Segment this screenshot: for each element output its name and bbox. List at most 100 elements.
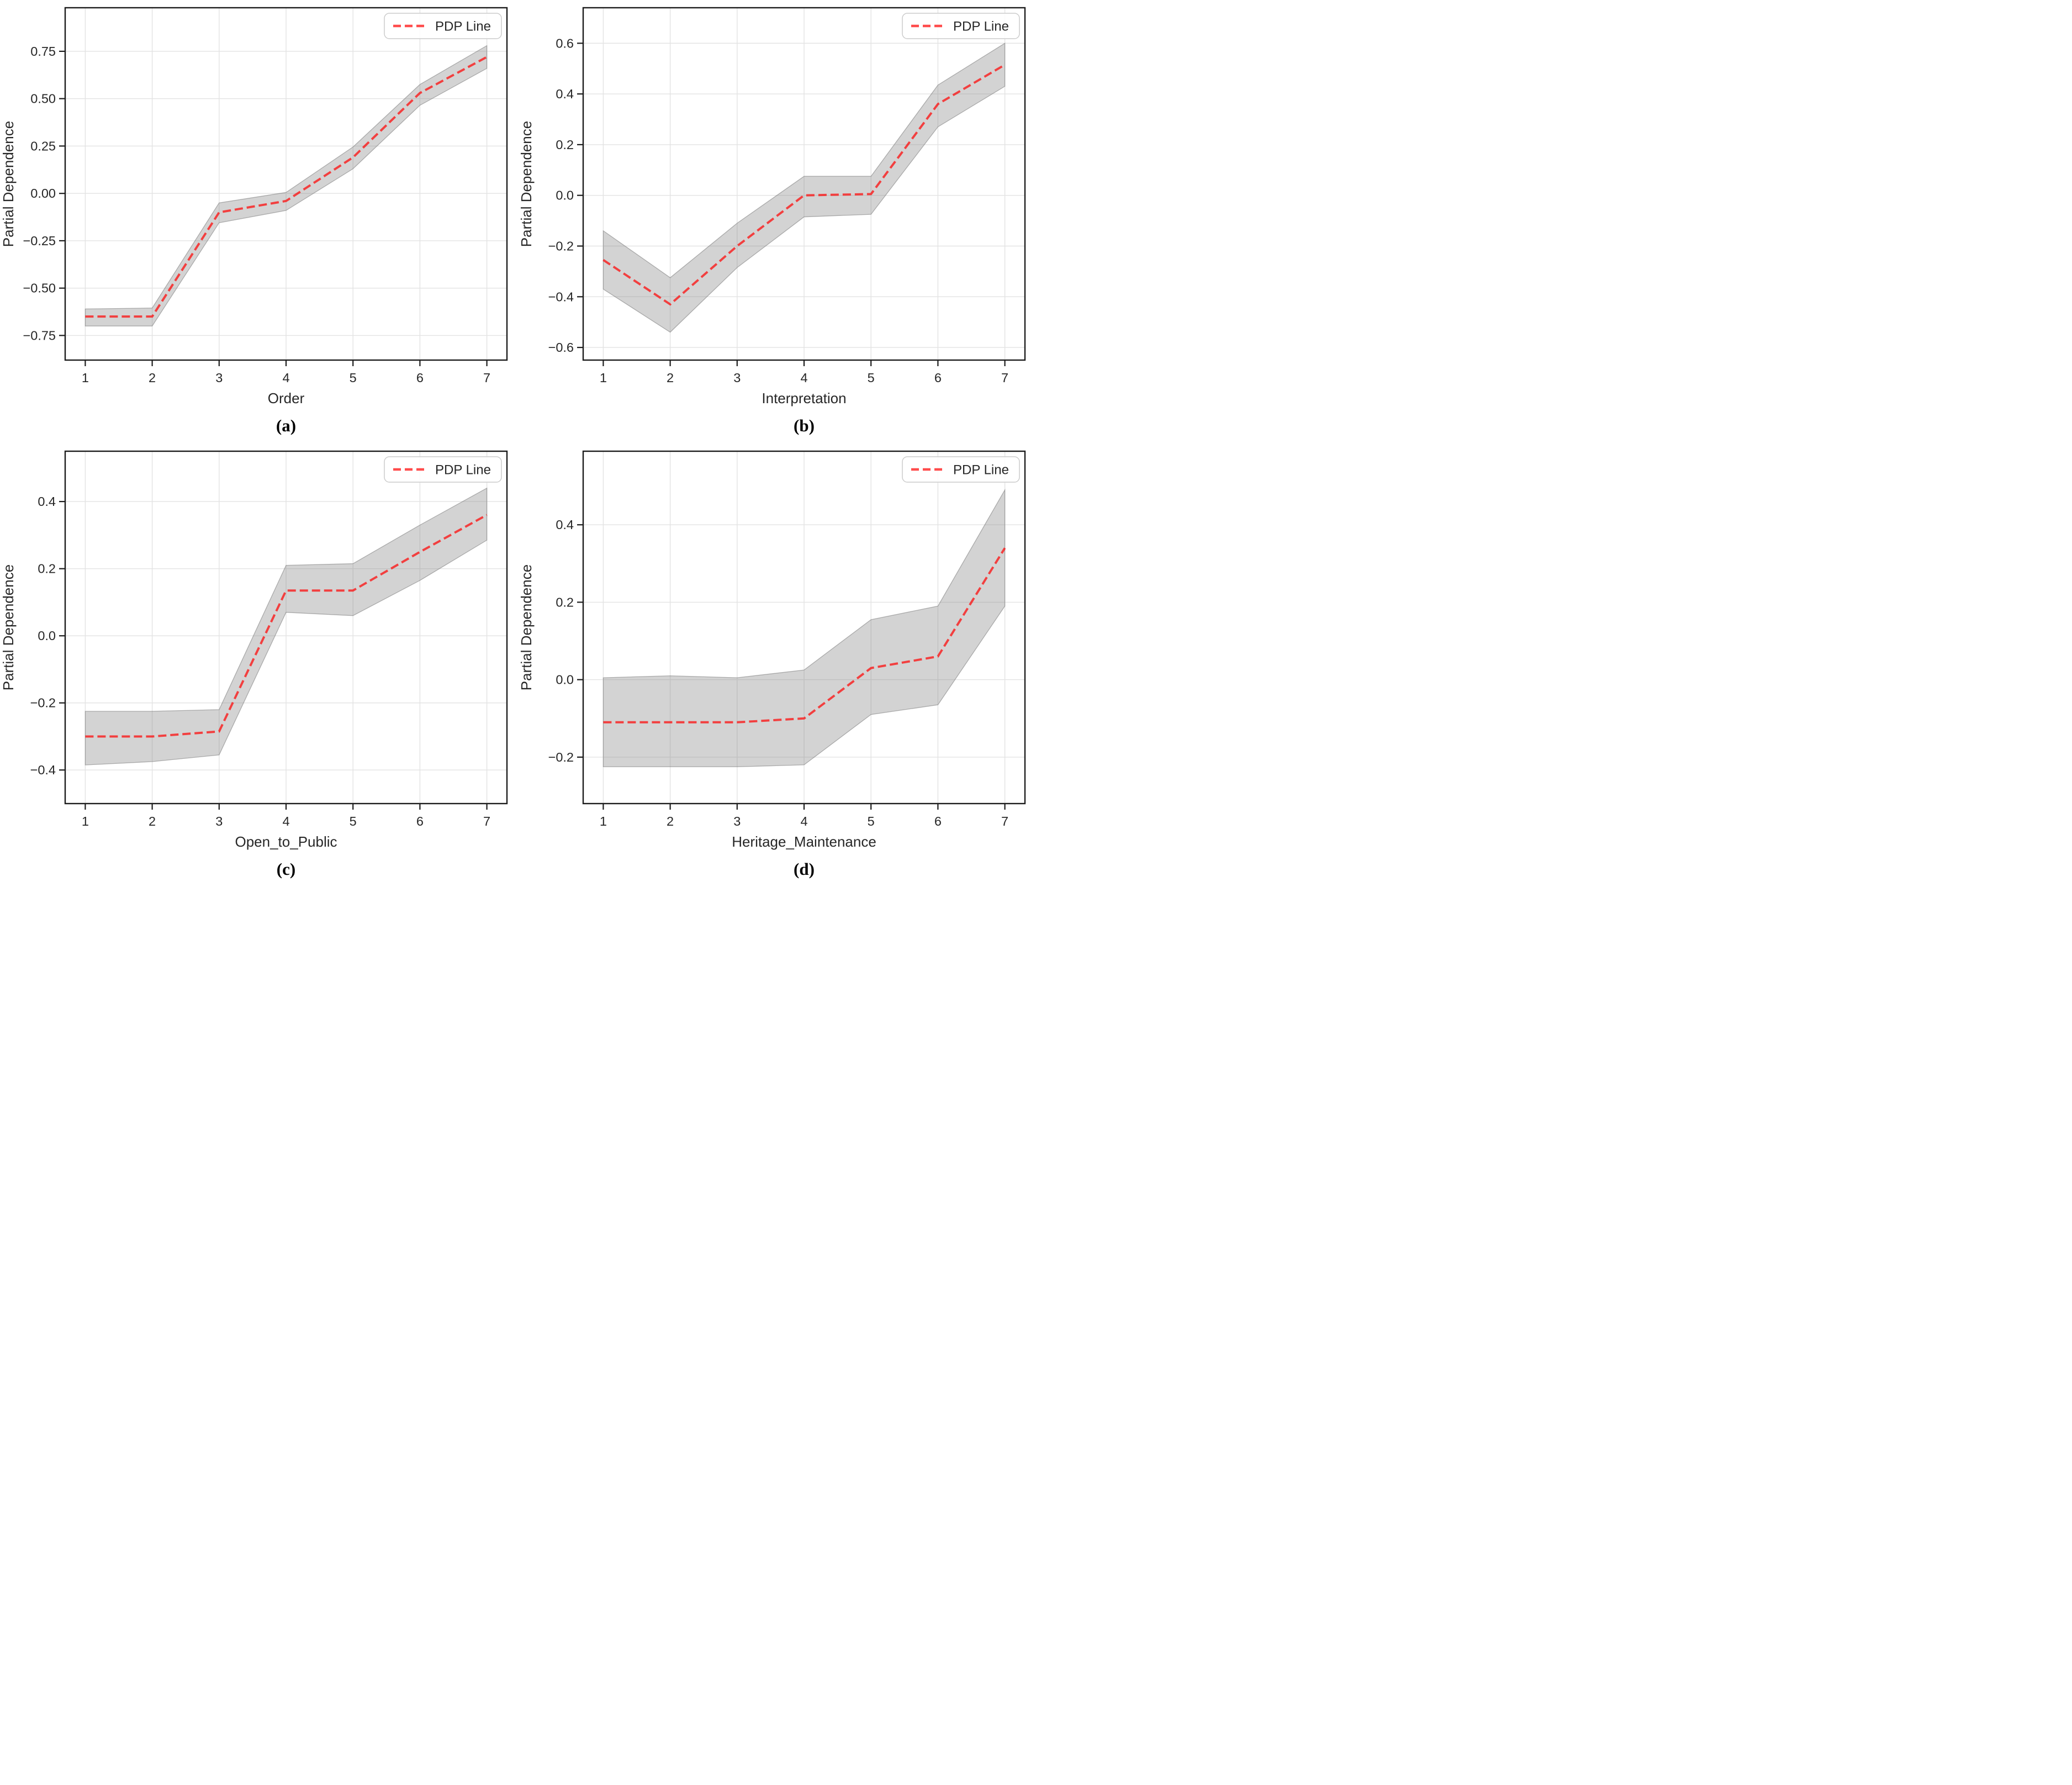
y-tick-label: −0.2 bbox=[548, 239, 574, 254]
x-axis-label: Interpretation bbox=[762, 390, 846, 406]
x-tick-label: 2 bbox=[667, 371, 674, 385]
pdp-chart-svg: 1 2 3 4 5 6 7 0.75 0.50 0.25 0.00 −0.25 −0.50 −0.75 Or… bbox=[0, 0, 518, 411]
y-tick-label: 0.2 bbox=[556, 138, 574, 152]
pdp-line bbox=[85, 56, 488, 318]
panel-c: 1 2 3 4 5 6 7 0.4 0.2 0.0 −0.2 −0.4 Open_to_Public Pa… bbox=[0, 443, 518, 887]
x-tick-label: 1 bbox=[82, 814, 89, 828]
x-axis-label: Heritage_Maintenance bbox=[732, 833, 876, 850]
legend: PDP Line bbox=[384, 13, 502, 39]
y-tick-label: 0.50 bbox=[30, 92, 56, 106]
y-axis-label: Partial Dependence bbox=[0, 121, 17, 247]
y-tick-label: 0.75 bbox=[30, 44, 56, 59]
x-tick-label: 6 bbox=[934, 814, 942, 828]
y-tick-label: −0.50 bbox=[23, 281, 56, 295]
x-tick-label: 7 bbox=[483, 814, 490, 828]
legend: PDP Line bbox=[902, 13, 1020, 39]
y-tick-label: −0.6 bbox=[548, 340, 574, 355]
x-tick-label: 5 bbox=[350, 371, 357, 385]
y-tick-label: 0.0 bbox=[556, 673, 574, 687]
x-axis: 1 2 3 4 5 6 7 bbox=[82, 804, 490, 828]
y-axis: 0.75 0.50 0.25 0.00 −0.25 −0.50 −0.75 bbox=[23, 44, 65, 342]
x-tick-label: 2 bbox=[149, 371, 156, 385]
panel-d: 1 2 3 4 5 6 7 0.4 0.2 0.0 −0.2 Heritage_Maintenance… bbox=[518, 443, 1036, 887]
x-tick-label: 6 bbox=[416, 814, 424, 828]
x-axis: 1 2 3 4 5 6 7 bbox=[82, 360, 490, 385]
confidence-band bbox=[602, 43, 1006, 333]
x-tick-label: 6 bbox=[934, 371, 942, 385]
grid bbox=[583, 8, 1025, 360]
x-tick-label: 3 bbox=[215, 371, 223, 385]
legend-label: PDP Line bbox=[953, 19, 1009, 34]
x-tick-label: 5 bbox=[350, 814, 357, 828]
grid bbox=[65, 8, 507, 360]
x-tick-label: 3 bbox=[215, 814, 223, 828]
y-axis: 0.4 0.2 0.0 −0.2 bbox=[548, 517, 583, 764]
x-tick-label: 3 bbox=[733, 814, 741, 828]
x-tick-label: 6 bbox=[416, 371, 424, 385]
y-tick-label: 0.6 bbox=[556, 36, 574, 50]
pdp-chart-svg: 1 2 3 4 5 6 7 0.6 0.4 0.2 0.0 −0.2 −0.4 −0.6 Interpret… bbox=[518, 0, 1036, 411]
y-tick-label: −0.4 bbox=[548, 289, 574, 304]
chart-c: 1 2 3 4 5 6 7 0.4 0.2 0.0 −0.2 −0.4 Open_to_Public Pa… bbox=[0, 443, 518, 855]
pdp-line bbox=[603, 547, 1006, 723]
caption-c: (c) bbox=[276, 859, 296, 879]
y-tick-label: −0.4 bbox=[30, 763, 56, 777]
chart-b: 1 2 3 4 5 6 7 0.6 0.4 0.2 0.0 −0.2 −0.4 −0.6 Interpret… bbox=[518, 0, 1036, 411]
y-axis: 0.4 0.2 0.0 −0.2 −0.4 bbox=[30, 494, 65, 777]
y-tick-label: 0.4 bbox=[38, 494, 56, 509]
y-tick-label: 0.4 bbox=[556, 517, 574, 532]
x-axis-label: Open_to_Public bbox=[235, 833, 337, 850]
legend-label: PDP Line bbox=[953, 463, 1009, 478]
x-tick-label: 1 bbox=[600, 814, 607, 828]
pdp-chart-svg: 1 2 3 4 5 6 7 0.4 0.2 0.0 −0.2 Heritage_Maintenance… bbox=[518, 443, 1036, 855]
x-tick-label: 3 bbox=[733, 371, 741, 385]
y-tick-label: 0.25 bbox=[30, 139, 56, 153]
confidence-band bbox=[84, 45, 488, 326]
y-tick-label: 0.00 bbox=[30, 186, 56, 200]
y-tick-label: −0.75 bbox=[23, 328, 56, 342]
legend: PDP Line bbox=[384, 456, 502, 483]
y-tick-label: 0.2 bbox=[38, 562, 56, 576]
chart-a: 1 2 3 4 5 6 7 0.75 0.50 0.25 0.00 −0.25 −0.50 −0.75 Or… bbox=[0, 0, 518, 411]
x-tick-label: 2 bbox=[667, 814, 674, 828]
x-axis: 1 2 3 4 5 6 7 bbox=[600, 804, 1008, 828]
caption-a: (a) bbox=[276, 416, 297, 435]
y-tick-label: −0.2 bbox=[548, 750, 574, 764]
y-tick-label: 0.0 bbox=[556, 188, 574, 203]
legend-label: PDP Line bbox=[435, 463, 491, 478]
x-tick-label: 4 bbox=[800, 371, 807, 385]
pdp-line bbox=[602, 64, 1006, 306]
y-tick-label: 0.2 bbox=[556, 595, 574, 609]
x-tick-label: 1 bbox=[600, 371, 607, 385]
y-tick-label: 0.0 bbox=[38, 629, 56, 643]
y-tick-label: 0.4 bbox=[556, 87, 574, 101]
caption-b: (b) bbox=[794, 416, 815, 435]
legend-label: PDP Line bbox=[435, 19, 491, 34]
x-tick-label: 7 bbox=[1001, 814, 1008, 828]
caption-d: (d) bbox=[794, 859, 815, 879]
chart-d: 1 2 3 4 5 6 7 0.4 0.2 0.0 −0.2 Heritage_Maintenance… bbox=[518, 443, 1036, 855]
x-tick-label: 5 bbox=[868, 814, 875, 828]
confidence-band bbox=[602, 488, 1006, 768]
y-axis: 0.6 0.4 0.2 0.0 −0.2 −0.4 −0.6 bbox=[548, 36, 583, 355]
x-tick-label: 7 bbox=[483, 371, 490, 385]
y-axis-label: Partial Dependence bbox=[518, 121, 535, 247]
x-tick-label: 4 bbox=[282, 371, 289, 385]
pdp-chart-svg: 1 2 3 4 5 6 7 0.4 0.2 0.0 −0.2 −0.4 Open_to_Public Pa… bbox=[0, 443, 518, 855]
x-tick-label: 7 bbox=[1001, 371, 1008, 385]
panel-b: 1 2 3 4 5 6 7 0.6 0.4 0.2 0.0 −0.2 −0.4 −0.6 Interpret… bbox=[518, 0, 1036, 443]
x-tick-label: 5 bbox=[868, 371, 875, 385]
pdp-figure: 1 2 3 4 5 6 7 0.75 0.50 0.25 0.00 −0.25 −0.50 −0.75 Or… bbox=[0, 0, 1036, 887]
x-tick-label: 4 bbox=[800, 814, 807, 828]
confidence-band bbox=[84, 487, 488, 765]
x-tick-label: 2 bbox=[149, 814, 156, 828]
y-tick-label: −0.25 bbox=[23, 234, 56, 248]
legend: PDP Line bbox=[902, 456, 1020, 483]
panel-a: 1 2 3 4 5 6 7 0.75 0.50 0.25 0.00 −0.25 −0.50 −0.75 Or… bbox=[0, 0, 518, 443]
y-axis-label: Partial Dependence bbox=[518, 564, 535, 690]
y-tick-label: −0.2 bbox=[30, 696, 56, 710]
x-axis-label: Order bbox=[268, 390, 305, 406]
x-axis: 1 2 3 4 5 6 7 bbox=[600, 360, 1008, 385]
y-axis-label: Partial Dependence bbox=[0, 564, 17, 690]
x-tick-label: 4 bbox=[282, 814, 289, 828]
